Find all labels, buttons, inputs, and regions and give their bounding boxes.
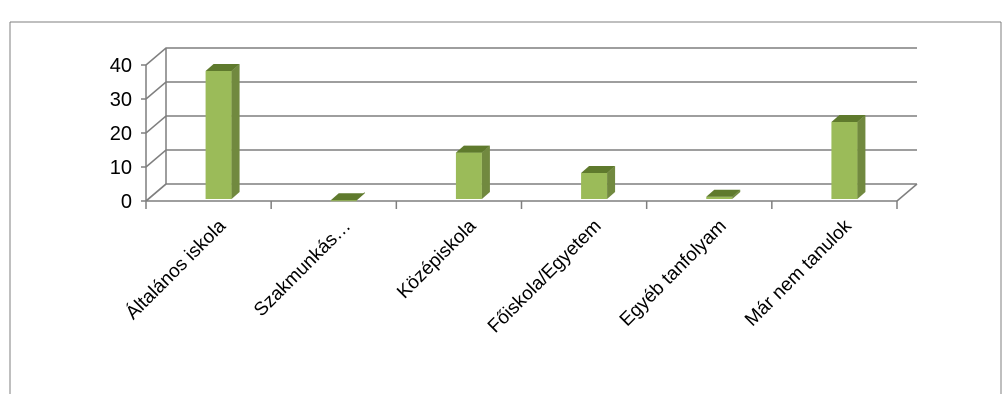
bar-side — [481, 145, 490, 199]
x-category-label: Már nem tanulok — [741, 215, 856, 330]
bar — [330, 192, 365, 202]
bar-side — [231, 64, 240, 199]
y-tick-label: 20 — [110, 123, 132, 145]
bars-layer — [205, 64, 866, 202]
x-tick-labels: Általános iskola Szakmunkás… Középiskola Fő… — [122, 215, 856, 337]
bar-top — [706, 189, 741, 197]
bar — [581, 166, 616, 199]
gridline — [145, 149, 917, 168]
bar — [706, 189, 741, 199]
bar — [455, 145, 490, 199]
gridline — [145, 47, 917, 66]
gridline — [145, 81, 917, 100]
bar-side — [607, 166, 616, 199]
y-tick-labels: 0 10 20 30 40 — [110, 55, 132, 213]
grid-layer — [141, 47, 918, 209]
bar-front — [706, 196, 733, 199]
bar-front — [205, 71, 232, 199]
bar-side — [857, 115, 866, 199]
bar-top — [330, 193, 365, 201]
bar-side — [732, 189, 741, 199]
bar — [831, 115, 866, 199]
floor-right-edge — [896, 183, 918, 202]
bar-front — [581, 173, 608, 199]
bar-front — [455, 152, 482, 199]
y-tick-label: 40 — [110, 55, 132, 77]
x-category-label: Középiskola — [393, 215, 481, 303]
bar-top — [831, 115, 866, 122]
y-tick-label: 10 — [110, 157, 132, 179]
gridline — [145, 115, 917, 134]
x-category-label: Szakmunkás… — [250, 216, 355, 321]
bar-front — [831, 122, 858, 199]
bar — [205, 64, 240, 199]
bar-top — [581, 166, 616, 173]
y-tick-label: 30 — [110, 89, 132, 111]
bar-front — [330, 200, 357, 202]
bar-top — [455, 145, 490, 153]
gridline — [145, 183, 917, 202]
x-category-label: Főiskola/Egyetem — [484, 216, 606, 338]
x-category-label: Egyéb tanfolyam — [616, 216, 731, 331]
y-tick-label: 0 — [121, 191, 132, 213]
x-category-label: Általános iskola — [122, 215, 231, 324]
bar-top — [205, 64, 240, 71]
